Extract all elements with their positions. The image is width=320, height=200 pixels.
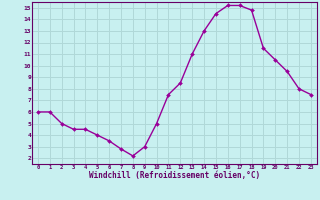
X-axis label: Windchill (Refroidissement éolien,°C): Windchill (Refroidissement éolien,°C)	[89, 171, 260, 180]
